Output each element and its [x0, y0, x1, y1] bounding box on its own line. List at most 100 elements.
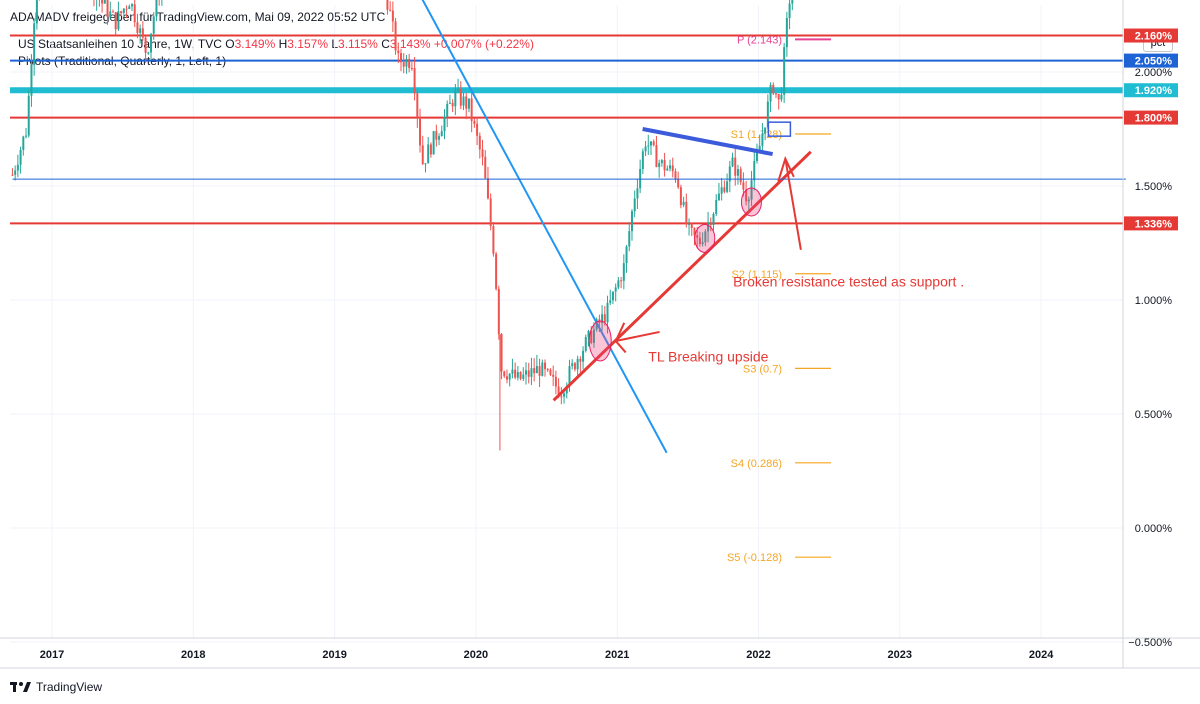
level-price-box: [1124, 216, 1178, 231]
highlight-circle: [740, 187, 762, 217]
candle-body: [117, 11, 120, 30]
level-price-box: [1124, 110, 1178, 125]
level-price-label: 1.336%: [1135, 218, 1173, 230]
symbol-name[interactable]: US Staatsanleihen 10 Jahre, 1W, TVC: [18, 37, 222, 51]
candle-body: [660, 160, 663, 164]
candle-body: [639, 169, 642, 189]
candle-body: [109, 11, 112, 17]
candle-body: [633, 198, 636, 212]
trendline-blue-downtrend: [421, 0, 668, 454]
candle-body: [717, 193, 720, 200]
brand-label: TradingView: [36, 680, 103, 694]
x-tick-label: 2019: [322, 649, 346, 661]
trendline-red-uptrend: [552, 150, 812, 402]
high-value: 3.157%: [287, 37, 328, 51]
candle-body: [122, 8, 125, 14]
candle-body: [106, 0, 109, 17]
candle-body: [147, 52, 150, 54]
candle-body: [410, 68, 413, 70]
candle-body: [772, 84, 775, 94]
low-value: 3.115%: [338, 37, 378, 51]
candle-body: [27, 95, 30, 136]
y-tick-label: 0.000%: [1135, 523, 1173, 535]
candle-body: [419, 117, 422, 146]
candle-body: [693, 227, 696, 236]
annotation-label: Broken resistance tested as support .: [733, 273, 964, 289]
candle-body: [481, 149, 484, 157]
candle-body: [788, 3, 791, 18]
publish-info: ADAMADV freigegeben für TradingView.com,…: [10, 10, 386, 24]
candle-body: [503, 371, 506, 377]
candle-body: [497, 288, 500, 335]
y-tick-label: 0.500%: [1135, 409, 1173, 421]
candle-body: [505, 376, 508, 380]
candle-body: [33, 23, 36, 65]
candle-body: [712, 213, 715, 225]
candle-body: [429, 144, 432, 155]
pivot-label: S1 (1.728): [731, 129, 782, 141]
candle-body: [427, 144, 430, 164]
candle-body: [698, 237, 701, 244]
candle-body: [457, 88, 460, 91]
candle-body: [620, 280, 623, 282]
candle-body: [120, 11, 123, 14]
candle-body: [573, 363, 576, 370]
candle-body: [155, 0, 158, 17]
candle-body: [715, 199, 718, 214]
candle-body: [696, 235, 699, 238]
candle-body: [448, 102, 451, 104]
y-tick-label: 1.000%: [1135, 295, 1173, 307]
pivot-label: P (2.143): [737, 34, 782, 46]
candle-body: [554, 376, 557, 387]
open-value: 3.149%: [234, 37, 276, 51]
candle-body: [641, 151, 644, 170]
x-tick-label: 2020: [464, 649, 488, 661]
candle-body: [489, 198, 492, 227]
symbol-legend-row: US Staatsanleihen 10 Jahre, 1W, TVC O3.1…: [18, 36, 534, 53]
pivot-label: S3 (0.7): [743, 363, 782, 375]
level-price-label: 2.050%: [1135, 56, 1173, 68]
candle-body: [647, 145, 650, 147]
candle-body: [628, 231, 631, 247]
candle-body: [465, 96, 468, 109]
candle-body: [111, 11, 114, 13]
candle-body: [30, 64, 33, 96]
candle-body: [500, 334, 503, 372]
candle-body: [470, 98, 473, 121]
candle-body: [774, 93, 777, 95]
candle-body: [552, 374, 555, 377]
candle-body: [136, 22, 139, 33]
candle-body: [478, 135, 481, 150]
level-price-label: 1.800%: [1135, 113, 1173, 125]
candle-body: [764, 127, 767, 134]
candle-body: [617, 280, 620, 288]
candle-body: [400, 53, 403, 63]
candle-body: [582, 350, 585, 362]
candle-body: [514, 369, 517, 378]
candle-body: [11, 174, 14, 176]
candle-body: [557, 386, 560, 397]
high-label: H: [278, 37, 288, 51]
candle-body: [386, 0, 389, 10]
candle-body: [103, 0, 106, 4]
candle-body: [438, 136, 441, 140]
candle-body: [516, 372, 519, 378]
candle-body: [476, 123, 479, 136]
candle-body: [484, 156, 487, 179]
arrow-line: [784, 158, 802, 251]
candle-body: [731, 157, 734, 167]
x-tick-label: 2021: [605, 649, 629, 661]
tradingview-brand[interactable]: TradingView: [10, 680, 102, 694]
candle-body: [525, 370, 528, 375]
candle-body: [454, 90, 457, 107]
candle-body: [685, 201, 688, 225]
change-value: +0.007% (+0.22%): [433, 37, 534, 51]
candle-body: [576, 358, 579, 370]
candle-body: [655, 145, 658, 167]
candle-body: [14, 170, 17, 175]
x-tick-label: 2024: [1029, 649, 1054, 661]
pivot-levels: R4 (4.598)R3 (3.784)R2 (3.171)R1 (2.756)…: [727, 34, 831, 564]
horizontal-levels: [10, 34, 1123, 225]
candle-body: [101, 0, 104, 4]
